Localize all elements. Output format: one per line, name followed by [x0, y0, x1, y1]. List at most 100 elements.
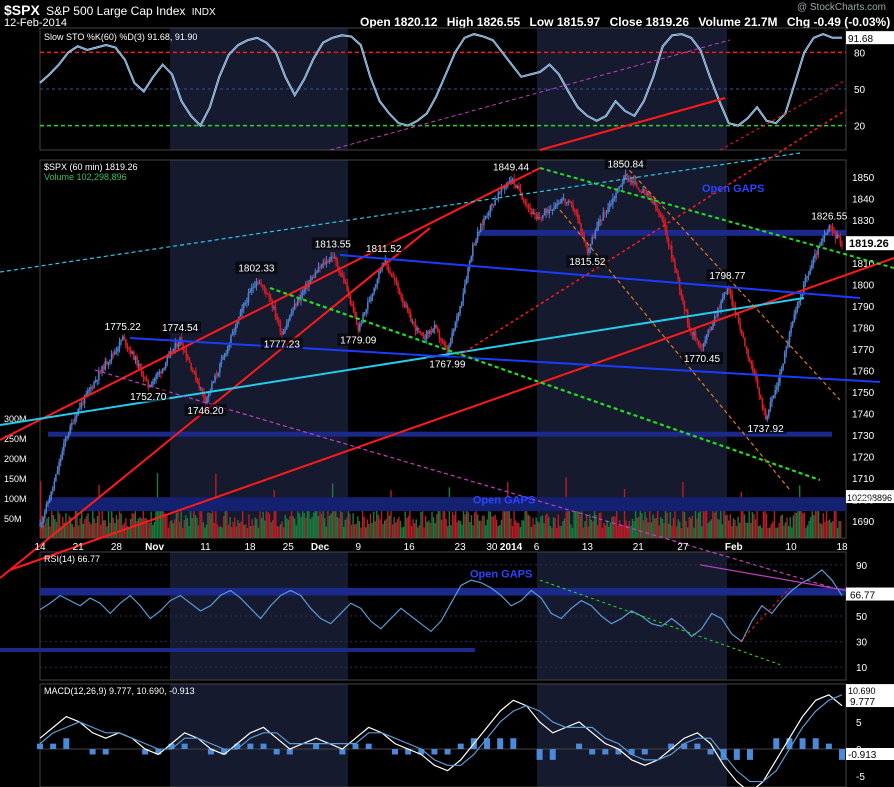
volume-bar	[623, 488, 626, 538]
price-candle	[69, 425, 72, 434]
volume-bar	[159, 507, 162, 538]
volume-bar	[303, 513, 305, 538]
volume-bar	[475, 506, 477, 538]
volume-bar	[200, 508, 203, 538]
price-candle	[585, 242, 587, 245]
price-annotation-box	[490, 160, 533, 173]
volume-bar	[693, 527, 695, 538]
macd-histogram-bar	[746, 749, 753, 760]
price-candle	[335, 256, 337, 262]
price-candle	[479, 224, 482, 233]
price-candle	[495, 198, 498, 201]
price-candle	[656, 208, 659, 212]
price-candle	[655, 202, 657, 209]
volume-bar	[281, 521, 283, 538]
price-candle	[514, 184, 517, 188]
price-candle	[128, 348, 130, 350]
price-candle	[66, 436, 68, 439]
volume-bar	[361, 506, 364, 538]
volume-bar	[750, 522, 752, 538]
volume-bar	[199, 510, 201, 538]
price-candle	[400, 294, 403, 299]
price-candle	[721, 297, 724, 302]
volume-bar	[117, 519, 119, 538]
price-candle	[411, 321, 414, 323]
high-value: 1826.55	[476, 15, 521, 29]
volume-bar	[377, 514, 380, 538]
price-candle	[269, 297, 272, 302]
price-candle	[643, 188, 646, 191]
volume-bar	[81, 506, 83, 538]
volume-bar	[194, 515, 197, 538]
price-candle	[296, 298, 299, 306]
price-candle	[769, 402, 772, 410]
volume-bar	[44, 522, 47, 538]
price-candle	[532, 212, 535, 215]
price-candle	[683, 301, 686, 310]
price-candle	[223, 353, 226, 358]
price-candle	[487, 213, 490, 216]
trendline-red-dashed	[459, 109, 847, 356]
volume-bar	[365, 527, 367, 538]
ohlc-summary: Open 1820.12 High 1826.55 Low 1815.97 Cl…	[360, 15, 894, 29]
sto-current-label: 91.68	[848, 34, 873, 45]
volume-bar	[709, 521, 711, 538]
price-candle	[664, 222, 667, 231]
volume-bar	[349, 513, 351, 538]
date-tick-label: 2014	[500, 542, 523, 553]
price-candle	[185, 350, 188, 358]
price-annotation: 1813.55	[315, 239, 352, 250]
volume-bar	[238, 522, 241, 538]
price-candle	[416, 327, 418, 331]
rsi-tick-label: 30	[856, 638, 868, 649]
price-candle	[728, 288, 730, 291]
price-candle	[98, 371, 100, 380]
volume-bar	[578, 511, 580, 538]
volume-bar	[761, 527, 763, 538]
price-candle	[693, 332, 695, 336]
rsi-tick-label: 50	[856, 612, 868, 623]
macd-tick-label: -5	[856, 772, 865, 783]
price-annotation-box	[426, 357, 469, 370]
price-candle	[569, 201, 571, 203]
symbol[interactable]: $SPX	[4, 2, 40, 18]
volume-bar	[496, 519, 498, 538]
price-candle	[502, 187, 504, 189]
volume-bar	[688, 517, 690, 538]
price-candle	[150, 384, 153, 386]
price-candle	[405, 305, 407, 307]
price-candle	[726, 288, 729, 294]
price-candle	[266, 293, 269, 295]
price-candle	[131, 351, 134, 354]
volume-bar	[765, 513, 768, 538]
price-candle	[265, 289, 267, 294]
price-candle	[451, 332, 453, 342]
price-candle	[522, 199, 525, 202]
price-candle	[80, 402, 83, 408]
volume-bar	[398, 516, 400, 538]
price-candle	[473, 244, 476, 246]
volume-bar	[425, 516, 427, 538]
price-tick-label: 1850	[852, 173, 875, 184]
price-candle	[710, 326, 713, 331]
price-candle	[188, 359, 191, 363]
price-candle	[801, 292, 804, 298]
price-candle	[300, 294, 302, 301]
volume-bar	[434, 522, 436, 538]
volume-bar	[739, 522, 741, 538]
volume-bar	[410, 525, 413, 538]
volume-bar	[770, 523, 772, 538]
volume-bar	[589, 514, 591, 538]
volume-bar	[158, 506, 160, 538]
volume-bar	[514, 520, 517, 538]
price-candle	[160, 371, 162, 374]
volume-bar	[379, 519, 381, 538]
price-candle	[163, 368, 165, 369]
price-tick-label: 1770	[852, 345, 875, 356]
volume-bar	[363, 516, 365, 538]
volume-bar	[641, 513, 643, 538]
macd-histogram-bar	[839, 749, 845, 760]
volume-bar	[407, 515, 410, 538]
price-candle	[731, 294, 734, 306]
